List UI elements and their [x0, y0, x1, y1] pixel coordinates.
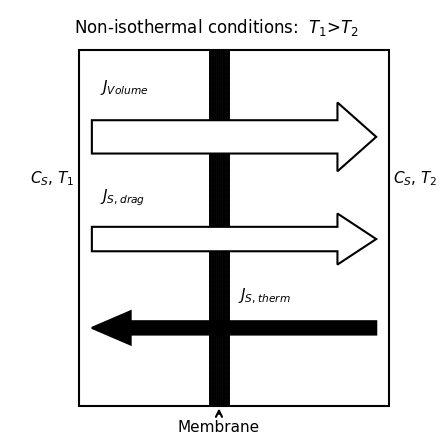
Text: $C_S$, $T_2$: $C_S$, $T_2$	[393, 170, 438, 189]
FancyArrow shape	[92, 102, 376, 171]
Text: $J_{Volume}$: $J_{Volume}$	[101, 78, 149, 97]
Text: Membrane: Membrane	[178, 411, 260, 434]
Text: $J_{S, therm}$: $J_{S, therm}$	[238, 287, 291, 306]
Text: $C_S$, $T_1$: $C_S$, $T_1$	[30, 170, 75, 189]
Bar	[79, 50, 389, 405]
FancyArrow shape	[92, 311, 376, 345]
Text: $J_{S, drag}$: $J_{S, drag}$	[101, 188, 146, 208]
Bar	[209, 50, 229, 405]
Text: Non-isothermal conditions:  $T_1$>$T_2$: Non-isothermal conditions: $T_1$>$T_2$	[74, 17, 359, 38]
FancyArrow shape	[92, 214, 376, 265]
